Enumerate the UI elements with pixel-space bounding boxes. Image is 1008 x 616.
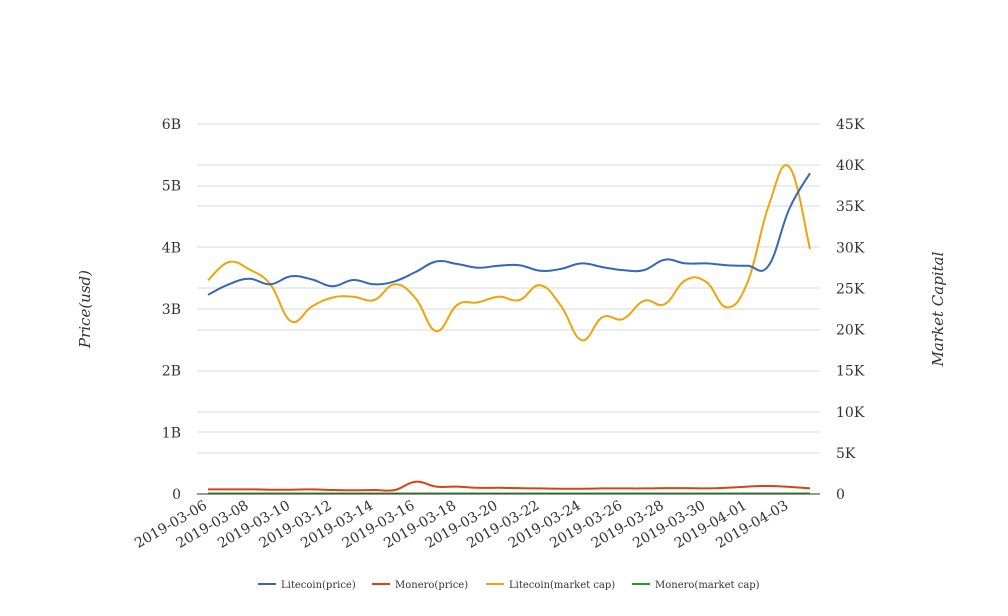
gridlines xyxy=(197,123,820,454)
y-left-tick-label: 2B xyxy=(162,364,181,380)
y-right-tick-label: 45K xyxy=(836,117,865,133)
y-left-tick-label: 4B xyxy=(162,240,181,256)
legend-item-litecoin-market-cap[interactable]: Litecoin(market cap) xyxy=(486,580,615,591)
y-left-tick-label: 6B xyxy=(162,117,181,133)
y-right-tick-label: 20K xyxy=(836,323,865,339)
legend-label: Litecoin(price) xyxy=(281,580,356,591)
y-right-tick-label: 40K xyxy=(836,158,865,174)
legend[interactable]: Litecoin(price) Monero(price) Litecoin(mar… xyxy=(258,580,760,591)
y-right-tick-label: 15K xyxy=(836,364,865,380)
legend-item-monero-market-cap[interactable]: Monero(market cap) xyxy=(632,580,760,591)
series-line-litecoin-price xyxy=(207,172,811,296)
y-right-tick-label: 10K xyxy=(836,405,865,421)
y-right-tick-label: 0 xyxy=(836,487,845,503)
legend-label: Monero(market cap) xyxy=(655,580,760,591)
series-lines xyxy=(207,164,811,495)
legend-label: Litecoin(market cap) xyxy=(509,580,615,591)
y-axis-right-title: Market Capital xyxy=(929,251,947,367)
y-right-tick-label: 5K xyxy=(836,446,856,462)
y-axis-left-title: Price(usd) xyxy=(76,270,94,349)
y-left-tick-label: 0 xyxy=(172,487,181,503)
x-axis-ticks: 2019-03-062019-03-082019-03-102019-03-12… xyxy=(132,498,791,552)
y-left-tick-label: 3B xyxy=(162,302,181,318)
y-right-tick-label: 35K xyxy=(836,199,865,215)
y-right-tick-label: 25K xyxy=(836,281,865,297)
legend-item-litecoin-price[interactable]: Litecoin(price) xyxy=(258,580,356,591)
series-line-litecoin-market-cap xyxy=(207,164,811,342)
legend-item-monero-price[interactable]: Monero(price) xyxy=(372,580,468,591)
y-right-tick-label: 30K xyxy=(836,240,865,256)
y-left-tick-label: 5B xyxy=(162,179,181,195)
legend-label: Monero(price) xyxy=(395,580,468,591)
series-line-monero-price xyxy=(208,480,811,492)
y-left-tick-label: 1B xyxy=(162,425,181,441)
y-axis-left-ticks: 0 1B 2B 3B 4B 5B 6B xyxy=(162,117,181,503)
y-axis-right-ticks: 0 5K 10K 15K 20K 25K 30K 35K 40K 45K xyxy=(836,117,865,503)
